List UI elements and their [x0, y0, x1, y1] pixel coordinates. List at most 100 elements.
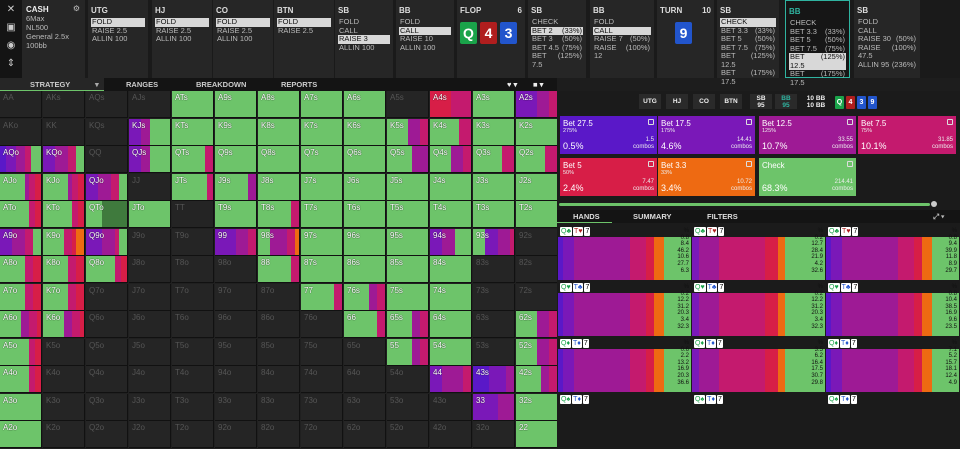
flop-sb[interactable]: SB CHECK BET 2 (33%) BET 3 (50%) BET 4.5 (75%) B… [528, 0, 586, 78]
hand-combo[interactable]: Q♦ T♦ 7% 3.5 6.2 16.4 17.5 30.7 29.8 [692, 337, 825, 392]
action-utg-2[interactable]: ALLIN 100 [92, 34, 128, 43]
hand-cell[interactable]: T9s [215, 201, 257, 228]
hand-cell[interactable]: 44 [430, 366, 472, 393]
hand-cell[interactable]: K5s [387, 118, 429, 146]
hand-cell[interactable]: QTs [172, 146, 214, 173]
hand-cell[interactable]: Q5s [387, 146, 429, 173]
gear-icon[interactable]: ⚙ [72, 4, 80, 13]
hand-cell[interactable]: 63o [344, 393, 386, 421]
turn-bb-action-5[interactable]: BET 17.5 (175%) [789, 69, 846, 87]
hand-cell[interactable]: QJo [86, 173, 128, 201]
tab-reports[interactable]: REPORTS [281, 80, 318, 89]
hand-cell[interactable]: K8o [43, 256, 85, 283]
hand-combo[interactable]: Q♦ T♦ 7% 7.1 5.2 15.7 18.1 12.4 4.9 [826, 337, 959, 392]
hand-cell[interactable]: 73o [301, 393, 343, 421]
hand-cell[interactable]: 75o [301, 338, 343, 366]
hand-cell[interactable]: 76s [344, 283, 386, 311]
hand-cell[interactable]: Q8o [86, 256, 128, 283]
position-btn[interactable]: BTN FOLD RAISE 2.5 [274, 0, 334, 78]
hand-cell[interactable]: 84o [258, 366, 300, 393]
action-bb-1[interactable]: CALL [399, 26, 451, 35]
turn-sb2-action-3[interactable]: RAISE 47.5 (100%) [857, 43, 917, 61]
edit-icon[interactable] [847, 161, 853, 167]
hand-cell[interactable]: QJs [129, 146, 171, 173]
hand-cell[interactable]: 85o [258, 338, 300, 366]
hand-cell[interactable]: T5o [172, 338, 214, 366]
hand-cell[interactable]: TT [172, 201, 214, 228]
hand-cell[interactable]: A3o [0, 393, 42, 421]
hand-cell[interactable]: J5s [387, 173, 429, 201]
save-icon[interactable]: ▣ [6, 22, 16, 33]
tab-filters[interactable]: FILTERS [707, 212, 738, 221]
hand-cell[interactable]: 92o [215, 421, 257, 448]
turn-sb2-action-4[interactable]: ALLIN 95 (236%) [857, 60, 917, 70]
hand-cell[interactable]: J8o [129, 256, 171, 283]
hand-cell[interactable]: T2s [516, 201, 558, 228]
hand-cell[interactable]: Q5o [86, 338, 128, 366]
hand-cell[interactable]: T7o [172, 283, 214, 311]
hand-cell[interactable]: K6o [43, 311, 85, 338]
hand-cell[interactable]: Q9o [86, 228, 128, 256]
hand-cell[interactable]: J6o [129, 311, 171, 338]
strategy-bet-5[interactable]: Bet 5 50% 2.4% 7.47 combos [560, 158, 657, 196]
hand-cell[interactable]: 75s [387, 283, 429, 311]
hand-cell[interactable]: A7o [0, 283, 42, 311]
hand-cell[interactable]: T4o [172, 366, 214, 393]
hand-cell[interactable]: J3s [473, 173, 515, 201]
turn-sb-action-3[interactable]: BET 7.5 (75%) [720, 43, 776, 53]
hand-combo[interactable]: Q♥ T♣ 7% 0.2 12.2 31.2 20.3 3.4 32.3 [692, 281, 825, 336]
hand-cell[interactable]: 74s [430, 283, 472, 311]
display-icon[interactable]: ■ ▾ [533, 80, 544, 89]
position-co[interactable]: CO FOLD RAISE 2.5 ALLIN 100 [213, 0, 273, 78]
hand-cell[interactable]: 72o [301, 421, 343, 448]
turn-sb-action-4[interactable]: BET 12.5 (125%) [720, 51, 776, 69]
strategy-bet-7-5[interactable]: Bet 7.5 75% 10.1% 31.85 combos [858, 116, 956, 154]
flop-sb-action-2[interactable]: BET 3 (50%) [531, 34, 583, 44]
hand-cell[interactable]: K3s [473, 118, 515, 146]
hand-combo[interactable]: Q♣ T♥ 7% 0.2 12.7 28.4 21.9 4.2 32.6 [692, 225, 825, 280]
hand-cell[interactable]: 62s [516, 311, 558, 338]
edit-icon[interactable] [847, 119, 853, 125]
strategy-bet-3-3[interactable]: Bet 3.3 33% 3.4% 10.72 combos [658, 158, 755, 196]
edit-icon[interactable] [746, 119, 752, 125]
hand-cell[interactable]: 62o [344, 421, 386, 448]
hand-cell[interactable]: 93o [215, 393, 257, 421]
hand-cell[interactable]: K4s [430, 118, 472, 146]
hand-cell[interactable]: 64s [430, 311, 472, 338]
hand-cell[interactable]: 43s [473, 366, 515, 393]
hand-cell[interactable]: T8o [172, 256, 214, 283]
position-hj[interactable]: HJ FOLD RAISE 2.5 ALLIN 100 [152, 0, 212, 78]
hand-cell[interactable]: K4o [43, 366, 85, 393]
hand-cell[interactable]: K6s [344, 118, 386, 146]
hand-cell[interactable]: Q4s [430, 146, 472, 173]
hand-cell[interactable]: 86s [344, 256, 386, 283]
hand-cell[interactable]: Q2s [516, 146, 558, 173]
action-hj-2[interactable]: ALLIN 100 [156, 34, 192, 43]
hand-cell[interactable]: 65o [344, 338, 386, 366]
turn-bb-action-2[interactable]: BET 5 (50%) [789, 35, 846, 45]
hand-cell[interactable]: A8s [258, 91, 300, 118]
hand-cell[interactable]: Q4o [86, 366, 128, 393]
hand-cell[interactable]: 93s [473, 228, 515, 256]
hand-cell[interactable]: J2s [516, 173, 558, 201]
tab-summary[interactable]: SUMMARY [633, 212, 672, 221]
gamepad-icon[interactable]: ◉ [6, 40, 16, 51]
action-sb-0[interactable]: FOLD [339, 17, 360, 26]
hand-cell[interactable]: 76o [301, 311, 343, 338]
hand-cell[interactable]: J9o [129, 228, 171, 256]
hand-cell[interactable]: T9o [172, 228, 214, 256]
hand-cell[interactable]: 64o [344, 366, 386, 393]
flop-bb-action-1[interactable]: CALL [593, 26, 651, 35]
hand-cell[interactable]: 52s [516, 338, 558, 366]
hand-cell[interactable]: AKo [0, 118, 42, 146]
turn-sb[interactable]: SB CHECK BET 3.3 (33%) BET 5 (50%) BET 7.5 (75%… [717, 0, 779, 85]
turn-sb-action-0[interactable]: CHECK [720, 17, 776, 27]
hand-cell[interactable]: 33 [473, 393, 515, 421]
hand-cell[interactable]: 98s [258, 228, 300, 256]
hand-cell[interactable]: 43o [430, 393, 472, 421]
hand-cell[interactable]: K9o [43, 228, 85, 256]
action-hj-1[interactable]: RAISE 2.5 [156, 25, 192, 35]
hand-cell[interactable]: K8s [258, 118, 300, 146]
hand-cell[interactable]: T6s [344, 201, 386, 228]
hand-cell[interactable]: 54s [430, 338, 472, 366]
